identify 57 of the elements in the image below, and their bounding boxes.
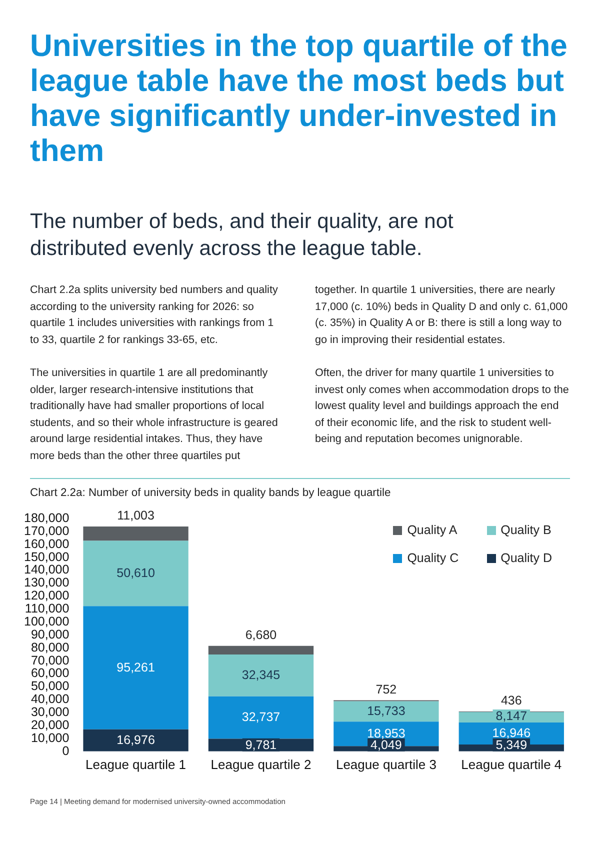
x-tick-label: League quartile 2: [210, 756, 312, 772]
y-tick-label: 70,000: [30, 653, 70, 668]
data-label: 16,976: [116, 732, 155, 747]
caption: Chart 2.2a splits university bed numbers and quality according to the university ranking for 2026: so quartile 1 includes universities with rankings from 1 to 33, quartile 2 for rankings 33-65, etc.: [30, 283, 279, 348]
y-tick-label: 20,000: [30, 718, 70, 732]
data-label: 18,953: [367, 726, 406, 740]
data-label: 15,733: [367, 704, 406, 718]
y-tick-label: 140,000: [24, 562, 70, 577]
x-tick-label: League quartile 1: [86, 756, 186, 772]
y-tick-label: 90,000: [30, 627, 70, 642]
text: together. In quartile 1 universities, there are nearly 17,000 (c. 10%) beds in Quality D and only c. 61,000 (c. 35%) in Quality A or B: there is still a long way to go in improving their residential estates.: [315, 283, 569, 348]
bar: [208, 646, 314, 655]
caption: Chart 2.2a: Number of university beds in quality bands by league quartile: [30, 478, 570, 499]
y-tick-label: 160,000: [24, 536, 70, 551]
y-tick-label: 0: [62, 744, 70, 758]
y-tick-label: 80,000: [30, 640, 70, 654]
y-tick-label: 10,000: [30, 730, 70, 745]
data-label: 50,610: [116, 566, 155, 580]
legend-label: Quality C: [407, 551, 459, 565]
data-label: 5,349: [496, 738, 528, 752]
bar: [83, 606, 188, 730]
bar: [334, 701, 439, 722]
data-label: 32,737: [242, 710, 280, 724]
bar: [83, 526, 188, 541]
data-label: 32,345: [242, 668, 280, 682]
data-label: 95,261: [116, 660, 155, 674]
y-tick-label: 150,000: [24, 550, 70, 564]
y-tick-label: 180,000: [24, 510, 70, 525]
y-tick-label: 100,000: [24, 614, 70, 628]
data-label: 11,003: [117, 508, 154, 523]
y-tick-label: 170,000: [24, 524, 70, 538]
chart-title: Universities in the top quartile of the league table have the most beds but have significantly under-invested in them: [30, 28, 568, 168]
data-label: 6,680: [245, 628, 277, 642]
y-tick-label: 130,000: [24, 576, 70, 590]
bar: [208, 654, 314, 696]
data-label: 8,147: [496, 709, 528, 724]
y-tick-label: 120,000: [24, 588, 70, 603]
data-label: 436: [500, 694, 522, 708]
x-tick-label: League quartile 3: [336, 756, 436, 772]
y-tick-label: 40,000: [30, 692, 70, 706]
legend-label: Quality B: [500, 523, 552, 537]
data-label: 9,781: [245, 738, 277, 752]
legend-label: Quality D: [500, 551, 552, 565]
y-tick-label: 110,000: [24, 602, 70, 616]
legend-label: Quality A: [407, 523, 458, 537]
bar: [83, 729, 188, 752]
text: Often, the driver for many quartile 1 universities to invest only comes when accommodation drops to the lowest quality level and buildings approach the end of their economic life, and the risk to student well-being and reputation becomes unignorable.: [315, 366, 570, 447]
data-label: 752: [376, 682, 397, 697]
chart-subtitle: The number of beds, and their quality, are not distributed evenly across the league table.: [30, 209, 454, 262]
text: The universities in quartile 1 are all predominantly older, larger research-intensive institutions that traditionally have had smaller proportions of local students, and so their whole infrastructure is geared around large residential intakes. Thus, they have more beds than the other three quartiles put: [30, 366, 279, 464]
data-label: 16,946: [492, 726, 531, 740]
bar: [208, 696, 314, 739]
bar: [83, 540, 188, 606]
x-tick-label: League quartile 4: [461, 756, 562, 772]
y-tick-label: 60,000: [30, 666, 70, 680]
y-tick-label: 30,000: [30, 705, 70, 720]
y-tick-label: 50,000: [30, 679, 70, 694]
